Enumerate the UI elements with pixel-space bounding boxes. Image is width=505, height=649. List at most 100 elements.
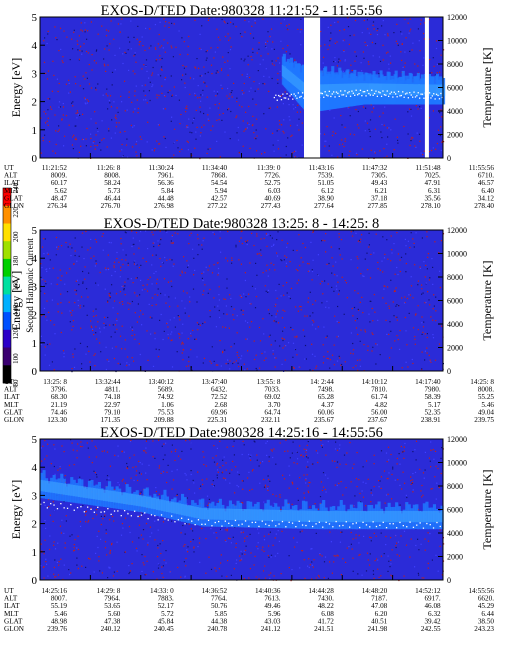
noise-dot: [171, 444, 173, 446]
noise-dot: [307, 490, 309, 492]
noise-dot: [161, 92, 163, 94]
noise-dot: [85, 103, 87, 105]
noise-dot: [174, 232, 176, 234]
noise-dot: [290, 580, 292, 582]
noise-dot: [146, 479, 148, 481]
noise-dot: [384, 285, 386, 287]
colorbar-tick-label: 140: [12, 304, 20, 315]
noise-dot: [77, 112, 79, 114]
band-core: [432, 510, 437, 523]
noise-dot: [184, 533, 186, 535]
noise-dot: [400, 51, 402, 53]
noise-dot: [201, 244, 203, 246]
noise-dot: [372, 573, 375, 575]
noise-dot: [99, 570, 101, 572]
noise-dot: [95, 315, 97, 317]
noise-dot: [146, 102, 148, 104]
noise-dot: [317, 254, 319, 256]
temperature-point: [187, 518, 190, 521]
noise-dot: [52, 150, 54, 152]
noise-dot: [74, 237, 76, 239]
noise-dot: [262, 59, 264, 61]
noise-dot: [203, 112, 205, 115]
noise-dot: [81, 232, 84, 234]
temperature-point: [431, 95, 433, 97]
noise-dot: [271, 63, 274, 65]
temperature-point: [373, 92, 376, 95]
band-core: [47, 481, 51, 493]
noise-dot: [424, 302, 426, 304]
noise-dot: [388, 459, 390, 461]
band-core: [417, 510, 421, 523]
noise-dot: [335, 132, 337, 134]
noise-dot: [71, 368, 73, 370]
noise-dot: [279, 442, 281, 444]
noise-dot: [301, 144, 303, 146]
noise-dot: [136, 38, 138, 40]
noise-dot: [82, 281, 84, 283]
eph-cell: 240.78: [207, 625, 227, 633]
temperature-point: [50, 503, 52, 505]
noise-dot: [404, 66, 406, 68]
noise-dot: [303, 559, 305, 561]
noise-dot: [411, 482, 413, 484]
noise-dot: [423, 32, 425, 35]
noise-dot: [71, 144, 73, 146]
noise-dot: [386, 127, 388, 129]
noise-dot: [430, 466, 432, 468]
noise-dot: [300, 18, 302, 20]
noise-dot: [279, 62, 281, 64]
noise-dot: [215, 95, 217, 97]
noise-dot: [53, 465, 55, 468]
noise-dot: [190, 541, 192, 543]
noise-dot: [355, 55, 357, 57]
eph-cell: 5.84: [161, 187, 174, 195]
band-core: [118, 491, 122, 504]
noise-dot: [278, 120, 280, 122]
noise-dot: [178, 30, 180, 32]
noise-dot: [263, 550, 265, 552]
band-core: [367, 510, 371, 523]
noise-dot: [113, 38, 115, 40]
noise-dot: [219, 114, 221, 116]
noise-dot: [121, 348, 123, 350]
noise-dot: [428, 19, 430, 21]
noise-dot: [407, 111, 409, 113]
noise-dot: [59, 27, 62, 29]
noise-dot: [176, 139, 178, 142]
noise-dot: [130, 326, 132, 328]
band-core: [246, 509, 250, 521]
noise-dot: [195, 131, 197, 133]
noise-dot: [77, 43, 79, 45]
noise-dot: [86, 314, 88, 316]
noise-dot: [58, 125, 60, 127]
noise-dot: [307, 565, 309, 567]
y2-tick-label: 4000: [447, 107, 463, 116]
noise-dot: [350, 543, 352, 545]
noise-dot: [114, 116, 116, 118]
band-core: [319, 510, 323, 523]
noise-dot: [232, 23, 234, 25]
noise-dot: [115, 126, 117, 128]
noise-dot: [338, 293, 340, 295]
noise-dot: [315, 577, 317, 579]
noise-dot: [142, 313, 144, 315]
noise-dot: [96, 49, 98, 51]
noise-dot: [225, 257, 227, 259]
noise-dot: [381, 123, 383, 126]
band-core: [390, 510, 394, 523]
noise-dot: [436, 482, 438, 484]
noise-dot: [192, 248, 194, 250]
noise-dot: [209, 360, 211, 362]
noise-dot: [443, 141, 445, 143]
noise-dot: [441, 447, 443, 449]
noise-dot: [317, 508, 319, 510]
noise-dot: [145, 261, 147, 263]
noise-dot: [162, 458, 164, 461]
eph-cell: 5.72: [161, 610, 174, 618]
band-core: [372, 510, 376, 523]
y-tick-label: 2: [32, 519, 38, 531]
y-tick-label: 4: [32, 253, 38, 265]
eph-cell: 4.37: [321, 401, 334, 409]
noise-dot: [368, 128, 370, 130]
